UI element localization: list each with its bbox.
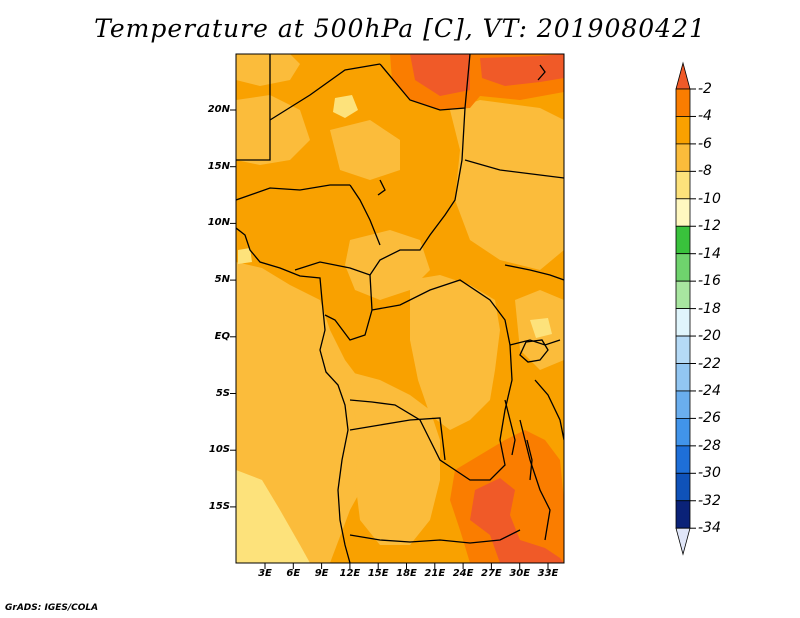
field-warmest-zimbabwe	[470, 478, 564, 563]
lon-label: 3E	[258, 568, 272, 579]
colorbar-label: -24	[698, 382, 721, 399]
border-gabon-congo	[324, 274, 373, 341]
colorbar-label: -18	[698, 300, 721, 317]
border-drc-north	[371, 279, 511, 346]
colorbar-segment	[675, 500, 691, 529]
lon-label: 9E	[314, 568, 329, 579]
border-sudan-egypt-east	[464, 159, 564, 179]
field-warmest-egypt	[480, 54, 564, 86]
grads-credit: GrADS: IGES/COLA	[5, 603, 99, 613]
border-sahel	[236, 184, 350, 201]
lake-victoria	[519, 339, 549, 363]
lat-label: 5S	[215, 387, 230, 399]
colorbar	[675, 61, 696, 556]
colorbar-segment	[675, 116, 691, 145]
lon-label: 12E	[339, 568, 361, 579]
colorbar-label: -22	[698, 355, 721, 372]
lat-label: 15N	[207, 160, 230, 172]
border-mauritania-mali	[236, 54, 271, 161]
field-cool-sahara-spot	[333, 95, 358, 118]
colorbar-segment	[675, 417, 691, 447]
lon-label: 6E	[286, 568, 301, 579]
colorbar-label: -4	[698, 108, 712, 125]
colorbar-segment	[675, 143, 691, 172]
colorbar-label: -8	[698, 163, 712, 180]
colorbar-label: -26	[698, 410, 721, 427]
lat-ticks	[230, 109, 236, 508]
nile-mark	[537, 64, 546, 81]
border-uganda-kenya	[509, 339, 561, 346]
lat-label: 20N	[207, 104, 230, 115]
map-frame	[235, 53, 565, 564]
lon-label: 21E	[424, 568, 446, 579]
colorbar-segment	[675, 472, 691, 502]
lon-label: 30E	[509, 568, 531, 579]
border-chad-sudan-car	[294, 107, 466, 276]
temperature-field	[236, 54, 564, 563]
colorbar-label: -34	[698, 520, 721, 537]
lat-label: 10N	[207, 217, 230, 229]
colorbar-label: -30	[698, 465, 721, 482]
lon-label: 18E	[396, 568, 417, 579]
lat-label: 10S	[208, 444, 230, 456]
colorbar-bottom-arrow	[675, 527, 691, 556]
border-niger-libya	[379, 54, 471, 111]
lon-ticks	[264, 563, 549, 569]
field-mild-niger	[330, 120, 400, 180]
coastlines-borders	[236, 54, 564, 563]
field-mild-sahara-west	[236, 95, 310, 165]
lat-label: EQ	[214, 330, 230, 342]
colorbar-segment	[675, 280, 691, 309]
field-mild-northwest	[236, 54, 300, 86]
colorbar-label: -16	[698, 273, 721, 290]
colorbar-segment	[675, 198, 691, 227]
field-cool-southwest	[236, 470, 310, 563]
atlantic-coastline	[236, 227, 351, 563]
lake-malawi	[526, 439, 533, 481]
colorbar-label: -14	[698, 245, 721, 262]
field-mild-car	[345, 230, 430, 300]
border-malawi-mozambique	[519, 419, 551, 541]
border-drc-east-south	[349, 344, 513, 481]
field-mild-angola	[350, 372, 440, 545]
colorbar-label: -32	[698, 492, 721, 509]
colorbar-label: -10	[698, 190, 721, 207]
field-mild-congo	[410, 275, 500, 430]
lon-label: 15E	[367, 568, 389, 579]
colorbar-label: -12	[698, 218, 721, 235]
colorbar-label: -2	[698, 81, 712, 97]
lake-chad	[377, 179, 386, 196]
colorbar-segment	[675, 445, 691, 474]
colorbar-segment	[675, 253, 691, 282]
field-cool-coast-spot	[238, 248, 252, 264]
lon-label: 24E	[452, 568, 474, 579]
colorbar-label: -28	[698, 437, 721, 454]
colorbar-segment	[675, 335, 691, 364]
lat-label: 15S	[208, 500, 230, 512]
lake-tanganyika	[504, 399, 516, 456]
colorbar-segment	[675, 225, 691, 255]
colorbar-segment	[675, 88, 691, 117]
field-mild-sudan	[450, 100, 564, 270]
field-warmest-libya	[410, 54, 470, 96]
lat-label: 5N	[214, 274, 230, 286]
colorbar-segment	[675, 308, 691, 337]
border-namibia-botswana	[349, 529, 521, 544]
colorbar-segment	[675, 390, 691, 419]
colorbar-label: -20	[698, 328, 721, 345]
border-nigeria-cameroon	[349, 184, 381, 246]
border-southsudan-ethiopia	[504, 264, 564, 281]
field-cool-kenya-spot	[530, 318, 552, 338]
colorbar-label: -6	[698, 135, 712, 152]
border-algeria-mali	[269, 63, 381, 121]
lon-label: 33E	[537, 568, 559, 579]
lon-label: 27E	[481, 568, 502, 579]
map-title: Temperature at 500hPa [C], VT: 201908042…	[94, 14, 706, 43]
border-angola-zambia	[349, 417, 446, 461]
colorbar-top-arrow	[675, 61, 691, 90]
border-tanzania-mozambique	[534, 379, 564, 441]
colorbar-segment	[675, 170, 691, 200]
colorbar-segment	[675, 363, 691, 392]
